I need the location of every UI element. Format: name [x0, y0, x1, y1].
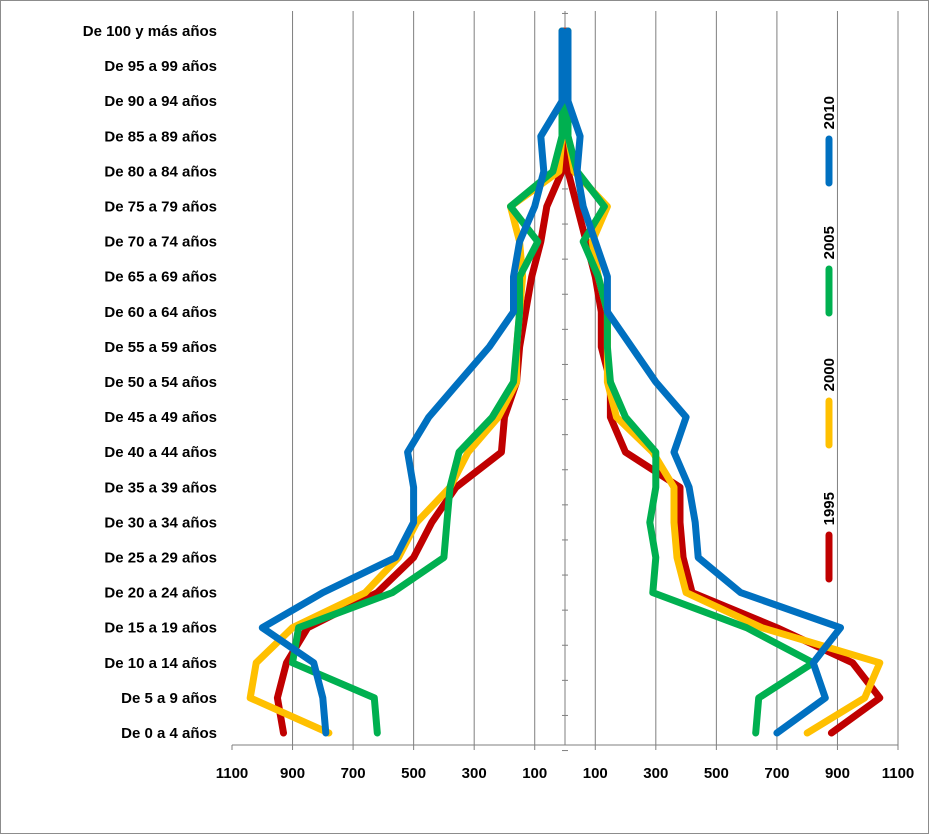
value-tick-labels: 1100 900 700 500 300 100 100 300 500 700 900 1100: [216, 765, 915, 782]
category-label: De 90 a 94 años: [104, 93, 217, 110]
value-tick-label: 1100: [216, 765, 249, 782]
category-label: De 65 a 69 años: [104, 269, 217, 286]
category-label: De 15 a 19 años: [104, 620, 217, 637]
value-tick-label: 1100: [882, 765, 915, 782]
category-label: De 85 a 89 años: [104, 128, 217, 145]
category-label: De 30 a 34 años: [104, 514, 217, 531]
category-label: De 80 a 84 años: [104, 163, 217, 180]
category-label: De 0 a 4 años: [121, 725, 217, 742]
category-label: De 45 a 49 años: [104, 409, 217, 426]
series-1995-left-line: [273, 27, 567, 737]
legend-label-2010: 2010: [821, 96, 838, 129]
value-tick-label: 900: [825, 765, 850, 782]
legend-label-1995: 1995: [821, 492, 838, 525]
category-label: De 40 a 44 años: [104, 444, 217, 461]
category-label: De 10 a 14 años: [104, 655, 217, 672]
legend: 2010 2005 2000 1995: [821, 96, 838, 583]
value-tick-label: 700: [764, 765, 789, 782]
category-label: De 60 a 64 años: [104, 304, 217, 321]
legend-label-2005: 2005: [821, 226, 838, 259]
series-2010-left-line: [258, 27, 566, 737]
category-labels: De 100 y más años De 95 a 99 años De 90 a …: [83, 23, 217, 742]
value-tick-label: 300: [462, 765, 487, 782]
value-tick-label: 900: [280, 765, 305, 782]
value-axis: [231, 744, 899, 750]
value-tick-label: 700: [341, 765, 366, 782]
value-tick-label: 500: [401, 765, 426, 782]
category-label: De 55 a 59 años: [104, 339, 217, 356]
category-label: De 25 a 29 años: [104, 550, 217, 567]
category-label: De 75 a 79 años: [104, 199, 217, 216]
series-2005-left-line: [289, 27, 566, 737]
value-tick-label: 500: [704, 765, 729, 782]
series-lines: [246, 27, 884, 737]
series-2010-right-line: [564, 27, 844, 737]
category-label: De 100 y más años: [83, 23, 217, 40]
gridlines: [292, 11, 899, 745]
category-label: De 70 a 74 años: [104, 234, 217, 251]
series-2005-right-line: [564, 27, 817, 737]
category-label: De 35 a 39 años: [104, 479, 217, 496]
category-label: De 5 a 9 años: [121, 690, 217, 707]
value-tick-label: 100: [583, 765, 608, 782]
legend-label-2000: 2000: [821, 358, 838, 391]
category-label: De 95 a 99 años: [104, 58, 217, 75]
value-tick-label: 100: [522, 765, 547, 782]
category-label: De 50 a 54 años: [104, 374, 217, 391]
value-tick-label: 300: [643, 765, 668, 782]
category-label: De 20 a 24 años: [104, 585, 217, 602]
